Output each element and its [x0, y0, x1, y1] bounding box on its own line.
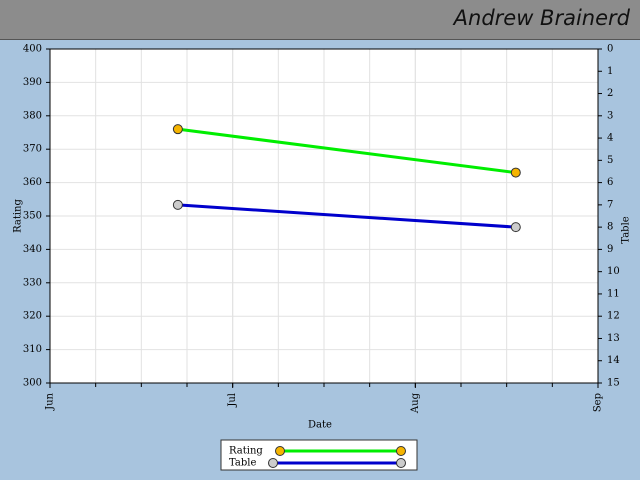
- legend-marker: [396, 446, 406, 456]
- y2-tick-label: 14: [607, 355, 620, 366]
- y2-tick-label: 2: [607, 88, 613, 99]
- y2-tick-label: 3: [607, 110, 613, 121]
- y2-tick-label: 9: [607, 244, 613, 255]
- y-tick-label: 300: [23, 378, 42, 389]
- y-tick-label: 330: [23, 277, 42, 288]
- x-tick-label: Aug: [410, 392, 421, 414]
- y-tick-label: 370: [23, 144, 42, 155]
- series-line: [177, 203, 516, 229]
- x-axis-label: Date: [308, 420, 332, 431]
- y-tick-label: 400: [23, 44, 42, 55]
- y-tick-label: 350: [23, 211, 42, 222]
- y2-tick-label: 8: [607, 222, 613, 233]
- y-tick-label: 310: [23, 344, 42, 355]
- series-line: [177, 127, 516, 175]
- y2-tick-label: 12: [607, 311, 620, 322]
- y-tick-label: 390: [23, 77, 42, 88]
- y2-axis-label: Table: [621, 216, 632, 243]
- y2-tick-label: 11: [607, 288, 620, 299]
- header: Andrew Brainerd: [0, 0, 640, 40]
- legend-marker: [268, 458, 278, 468]
- y2-tick-label: 5: [607, 155, 613, 166]
- data-point: [510, 222, 521, 233]
- y2-tick-label: 13: [607, 333, 620, 344]
- plot-border: [49, 48, 599, 384]
- y2-tick-label: 7: [607, 199, 613, 210]
- y2-tick-label: 0: [607, 44, 613, 55]
- legend-marker: [275, 446, 285, 456]
- x-tick-label: Sep: [593, 393, 604, 412]
- legend-marker: [396, 458, 406, 468]
- user-name: Andrew Brainerd: [453, 6, 630, 30]
- y2-tick-label: 6: [607, 177, 613, 188]
- y2-tick-label: 1: [607, 66, 613, 77]
- data-point: [172, 124, 183, 135]
- y-tick-label: 360: [23, 177, 42, 188]
- legend-label: Table: [229, 458, 256, 469]
- data-point: [510, 167, 521, 178]
- legend: [220, 439, 418, 471]
- legend-label: Rating: [229, 446, 263, 457]
- y-tick-label: 320: [23, 311, 42, 322]
- data-point: [172, 199, 183, 210]
- y-tick-label: 340: [23, 244, 42, 255]
- y2-tick-label: 4: [607, 133, 613, 144]
- x-tick-label: Jul: [227, 393, 238, 408]
- y-axis-label: Rating: [13, 199, 24, 233]
- y2-tick-label: 15: [607, 378, 620, 389]
- y2-tick-label: 10: [607, 266, 620, 277]
- y-tick-label: 380: [23, 110, 42, 121]
- x-tick-label: Jun: [45, 392, 56, 410]
